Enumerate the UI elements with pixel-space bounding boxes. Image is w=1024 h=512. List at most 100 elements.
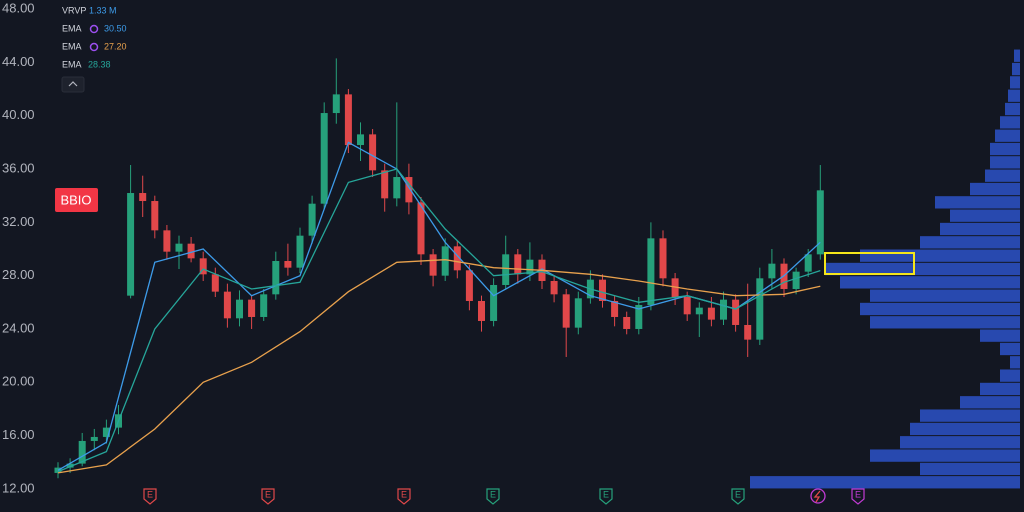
legend-name: EMA xyxy=(62,59,82,69)
candle-body xyxy=(623,316,631,329)
symbol-label: BBIO xyxy=(60,192,91,207)
legend-icon xyxy=(89,24,99,34)
y-tick-label: 44.00 xyxy=(2,54,35,69)
profile-bar xyxy=(970,182,1020,196)
candle-body xyxy=(90,436,98,441)
legend-value: 27.20 xyxy=(104,41,127,51)
event-flag xyxy=(851,488,865,505)
candle-body xyxy=(465,270,473,301)
candle-body xyxy=(357,134,364,146)
profile-bar xyxy=(985,169,1020,182)
candle-body xyxy=(732,299,740,325)
legend-value: 28.38 xyxy=(88,59,111,69)
event-label: E xyxy=(147,489,153,499)
profile-bar xyxy=(1010,356,1020,369)
profile-bar xyxy=(960,396,1020,409)
legend-name: EMA xyxy=(62,23,82,33)
symbol-badge xyxy=(55,188,98,212)
candle-body xyxy=(453,246,461,271)
candle-body xyxy=(405,177,413,203)
candle-body xyxy=(574,298,582,328)
profile-bar xyxy=(990,156,1020,169)
candle-body xyxy=(695,307,703,315)
profile-bar xyxy=(990,142,1020,156)
candle-body xyxy=(272,260,280,295)
candle-body xyxy=(127,193,135,296)
ema-line xyxy=(57,168,821,473)
candle-body xyxy=(175,243,183,252)
legend-value: 30.50 xyxy=(104,23,127,33)
event-flag xyxy=(261,488,275,505)
event-label: E xyxy=(401,489,407,499)
profile-bar xyxy=(870,316,1020,329)
candle-body xyxy=(139,193,147,202)
y-tick-label: 48.00 xyxy=(2,1,35,16)
candle-body xyxy=(744,324,752,340)
candle-body xyxy=(683,296,691,315)
event-label: E xyxy=(855,489,861,499)
candle-body xyxy=(611,300,619,317)
y-axis: 12.00 16.00 20.00 24.00 28.00 32.00 36.00 40.00… xyxy=(2,1,35,496)
candle-body xyxy=(66,463,74,468)
candle-body xyxy=(308,203,316,236)
collapse-button[interactable] xyxy=(61,76,85,93)
candle-body xyxy=(102,427,110,437)
profile-bar xyxy=(920,462,1020,476)
candle-body xyxy=(792,271,800,289)
highlight-box xyxy=(824,252,915,275)
dividend-icon xyxy=(810,488,826,504)
event-flag xyxy=(486,488,500,505)
y-tick-label: 32.00 xyxy=(2,214,35,229)
candle-body xyxy=(816,190,824,255)
candle-body xyxy=(187,243,195,259)
candle-body xyxy=(332,94,340,114)
legend-name: VRVP xyxy=(62,5,86,15)
candle-body xyxy=(756,278,764,340)
candle-body xyxy=(502,254,510,285)
candle-body xyxy=(599,279,606,301)
legend-icon xyxy=(89,42,99,52)
candle-body xyxy=(478,300,485,321)
profile-bar xyxy=(1000,342,1020,356)
candle-body xyxy=(429,254,437,276)
candle-body xyxy=(659,238,667,279)
ema-line xyxy=(57,259,821,474)
candle-body xyxy=(562,294,570,328)
y-tick-label: 24.00 xyxy=(2,320,35,335)
profile-bar xyxy=(1010,76,1020,89)
candle-body xyxy=(284,260,292,268)
profile-bar xyxy=(1008,89,1020,102)
profile-bar xyxy=(870,289,1020,302)
y-tick-label: 12.00 xyxy=(2,480,35,495)
candle-body xyxy=(707,307,715,320)
profile-bar xyxy=(825,262,1020,276)
profile-bar xyxy=(860,302,1020,316)
candle-body xyxy=(441,246,449,276)
profile-bar xyxy=(1005,102,1020,116)
candle-body xyxy=(260,294,268,317)
y-tick-label: 16.00 xyxy=(2,427,35,442)
profile-bar xyxy=(900,436,1020,449)
legend-name: EMA xyxy=(62,41,82,51)
candle-body xyxy=(78,440,86,464)
event-flag xyxy=(731,488,745,505)
candle-body xyxy=(768,263,776,279)
candle-body xyxy=(163,230,171,252)
candle-body xyxy=(550,280,558,295)
profile-bar xyxy=(1012,62,1020,76)
candle-body xyxy=(417,202,425,255)
candle-body xyxy=(199,258,207,275)
profile-bar xyxy=(910,422,1020,436)
candle-body xyxy=(320,113,328,204)
event-label: E xyxy=(735,489,741,499)
profile-bar xyxy=(980,382,1020,396)
candle-body xyxy=(296,235,304,268)
legend-value: 1.33 M xyxy=(89,5,117,15)
candle-body xyxy=(635,304,643,329)
candle-body xyxy=(236,299,243,319)
candle-body xyxy=(804,254,812,272)
y-tick-label: 28.00 xyxy=(2,267,35,282)
